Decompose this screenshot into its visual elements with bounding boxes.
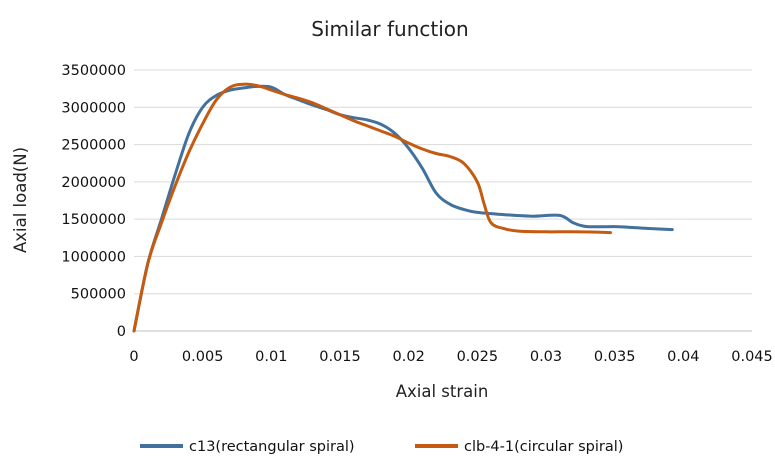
- series-lines: [132, 82, 674, 333]
- x-tick-label: 0.015: [319, 349, 361, 365]
- y-tick-label: 3000000: [61, 100, 126, 116]
- legend-label: c13(rectangular spiral): [189, 439, 355, 455]
- y-tick-label: 2000000: [61, 175, 126, 191]
- x-tick-label: 0.01: [255, 349, 287, 365]
- x-tick-label: 0.005: [182, 349, 224, 365]
- y-tick-label: 0: [117, 324, 126, 340]
- x-tick-label: 0: [129, 349, 138, 365]
- y-tick-label: 1000000: [61, 249, 126, 265]
- x-tick-label: 0.025: [457, 349, 499, 365]
- legend: c13(rectangular spiral) clb-4-1(circular …: [140, 439, 623, 455]
- chart-title: Similar function: [311, 17, 468, 41]
- series-line-c13: [132, 84, 674, 333]
- gridlines: [134, 69, 752, 295]
- y-tick-label: 1500000: [61, 212, 126, 228]
- x-tick-label: 0.045: [731, 349, 773, 365]
- y-tick-label: 3500000: [61, 63, 126, 79]
- x-axis-ticks: 0 0.005 0.01 0.015 0.02 0.025 0.03 0.035 0.04 0.0…: [129, 349, 772, 365]
- series-line-clb-4-1: [132, 82, 612, 333]
- x-axis-title: Axial strain: [396, 382, 489, 401]
- x-tick-label: 0.035: [594, 349, 636, 365]
- legend-label: clb-4-1(circular spiral): [464, 439, 623, 455]
- y-tick-label: 500000: [71, 287, 126, 303]
- x-tick-label: 0.02: [393, 349, 425, 365]
- y-tick-label: 2500000: [61, 138, 126, 154]
- x-tick-label: 0.04: [667, 349, 699, 365]
- x-tick-label: 0.03: [530, 349, 562, 365]
- y-axis-title: Axial load(N): [11, 147, 30, 253]
- y-axis-ticks: 0 500000 1000000 1500000 2000000 2500000 30000…: [61, 63, 126, 340]
